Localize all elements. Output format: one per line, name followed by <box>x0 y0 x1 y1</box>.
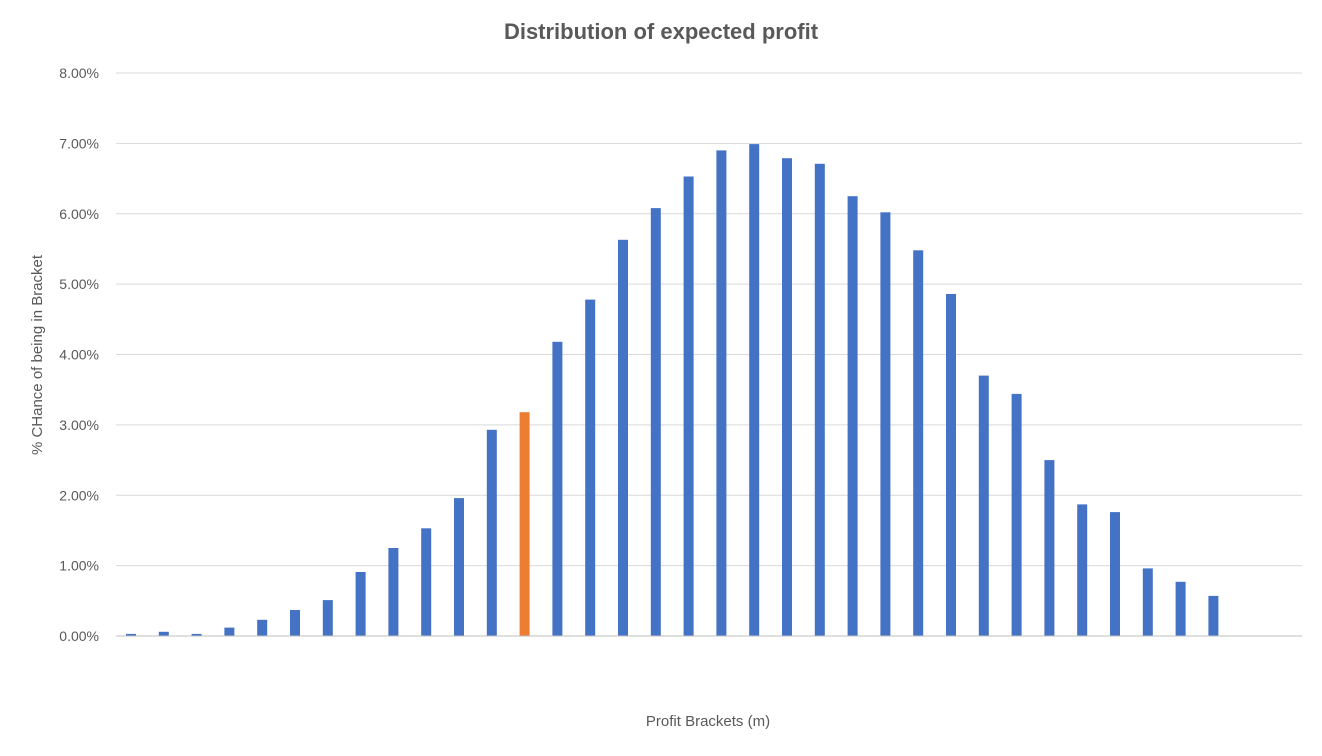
bar <box>1110 512 1120 636</box>
bar <box>618 239 628 637</box>
y-axis-label: % CHance of being in Bracket <box>29 254 46 455</box>
bar <box>814 163 825 637</box>
x-axis-label: Profit Brackets (m) <box>646 713 770 730</box>
bar <box>158 631 169 636</box>
bar <box>749 144 760 636</box>
bar <box>126 633 136 636</box>
bar <box>1044 460 1055 636</box>
bar <box>880 212 891 637</box>
bar <box>585 299 596 636</box>
bar <box>1011 393 1022 636</box>
bar <box>650 208 661 636</box>
bar <box>224 627 235 636</box>
bar <box>454 498 464 636</box>
bar <box>1142 568 1153 636</box>
bar <box>1077 504 1088 636</box>
bar <box>552 341 563 636</box>
bar <box>847 196 858 636</box>
y-tick-label: 5.00% <box>59 276 99 292</box>
bar <box>421 528 432 636</box>
bar <box>683 176 694 636</box>
y-tick-label: 7.00% <box>59 135 99 151</box>
bar <box>913 250 924 637</box>
y-tick-label: 4.00% <box>59 347 99 363</box>
y-tick-label: 3.00% <box>59 417 99 433</box>
chart-title: Distribution of expected profit <box>504 19 819 44</box>
bar <box>290 610 300 636</box>
bar <box>355 572 366 636</box>
bar <box>191 633 202 636</box>
bar <box>978 375 989 636</box>
bar <box>1175 581 1186 636</box>
y-tick-label: 8.00% <box>59 65 99 81</box>
bars <box>126 144 1219 637</box>
bar <box>257 619 268 636</box>
bar-highlighted <box>519 412 530 636</box>
gridlines <box>116 72 1302 567</box>
y-axis-ticks: 0.00% 1.00% 2.00% 3.00% 4.00% 5.00% 6.00% 7.00%… <box>59 65 99 644</box>
bar <box>782 158 792 636</box>
bar <box>1208 595 1219 636</box>
y-tick-label: 1.00% <box>59 558 99 574</box>
y-tick-label: 6.00% <box>59 206 99 222</box>
y-tick-label: 0.00% <box>59 628 99 644</box>
bar <box>322 600 333 636</box>
bar <box>946 294 956 636</box>
bar <box>486 429 497 636</box>
bar <box>388 548 399 636</box>
bar <box>716 150 727 636</box>
y-tick-label: 2.00% <box>59 487 99 503</box>
